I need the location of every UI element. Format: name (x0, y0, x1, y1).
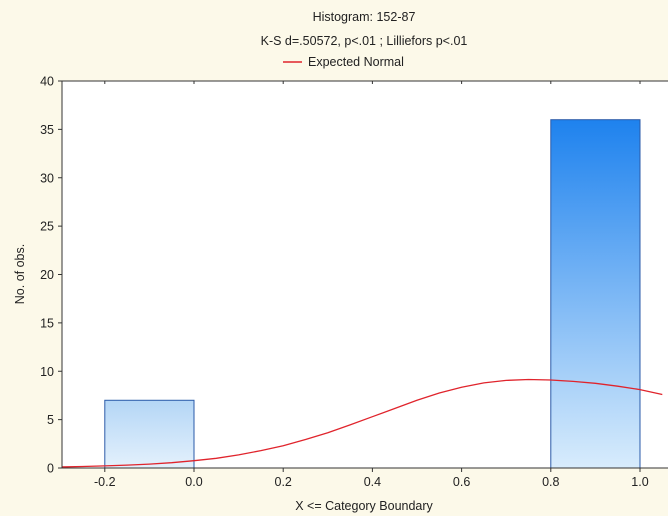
x-ticks: -0.2 0.0 0.2 0.4 0.6 0.8 1.0 (94, 81, 649, 489)
y-tick-label: 40 (40, 75, 54, 89)
curve-layer (62, 378, 663, 468)
y-tick-label: 20 (40, 268, 54, 282)
y-tick-label: 30 (40, 171, 54, 185)
y-tick-label: 15 (40, 316, 54, 330)
histogram-bar-0 (104, 399, 195, 469)
y-axis-label: No. of obs. (13, 244, 27, 304)
expected-normal-curve (62, 378, 663, 468)
y-tick-label: 10 (40, 365, 54, 379)
legend-label-expected-normal: Expected Normal (308, 55, 404, 69)
legend: Expected Normal (283, 55, 404, 69)
histogram-bar-1 (550, 119, 641, 469)
x-tick-label: 0.2 (275, 475, 292, 489)
chart-subtitle: K-S d=.50572, p<.01 ; Lilliefors p<.01 (261, 34, 468, 48)
y-tick-label: 5 (47, 413, 54, 427)
y-ticks: 0 5 10 15 20 25 30 35 40 (40, 75, 62, 476)
x-tick-label: 0.8 (542, 475, 559, 489)
chart-title: Histogram: 152-87 (313, 10, 416, 24)
y-tick-label: 0 (47, 462, 54, 476)
x-tick-label: 0.6 (453, 475, 470, 489)
x-axis-label: X <= Category Boundary (295, 499, 433, 513)
y-tick-label: 25 (40, 220, 54, 234)
x-tick-label: 1.0 (631, 475, 648, 489)
x-tick-label: 0.0 (185, 475, 202, 489)
x-tick-label: -0.2 (94, 475, 116, 489)
y-tick-label: 35 (40, 123, 54, 137)
x-tick-label: 0.4 (364, 475, 381, 489)
